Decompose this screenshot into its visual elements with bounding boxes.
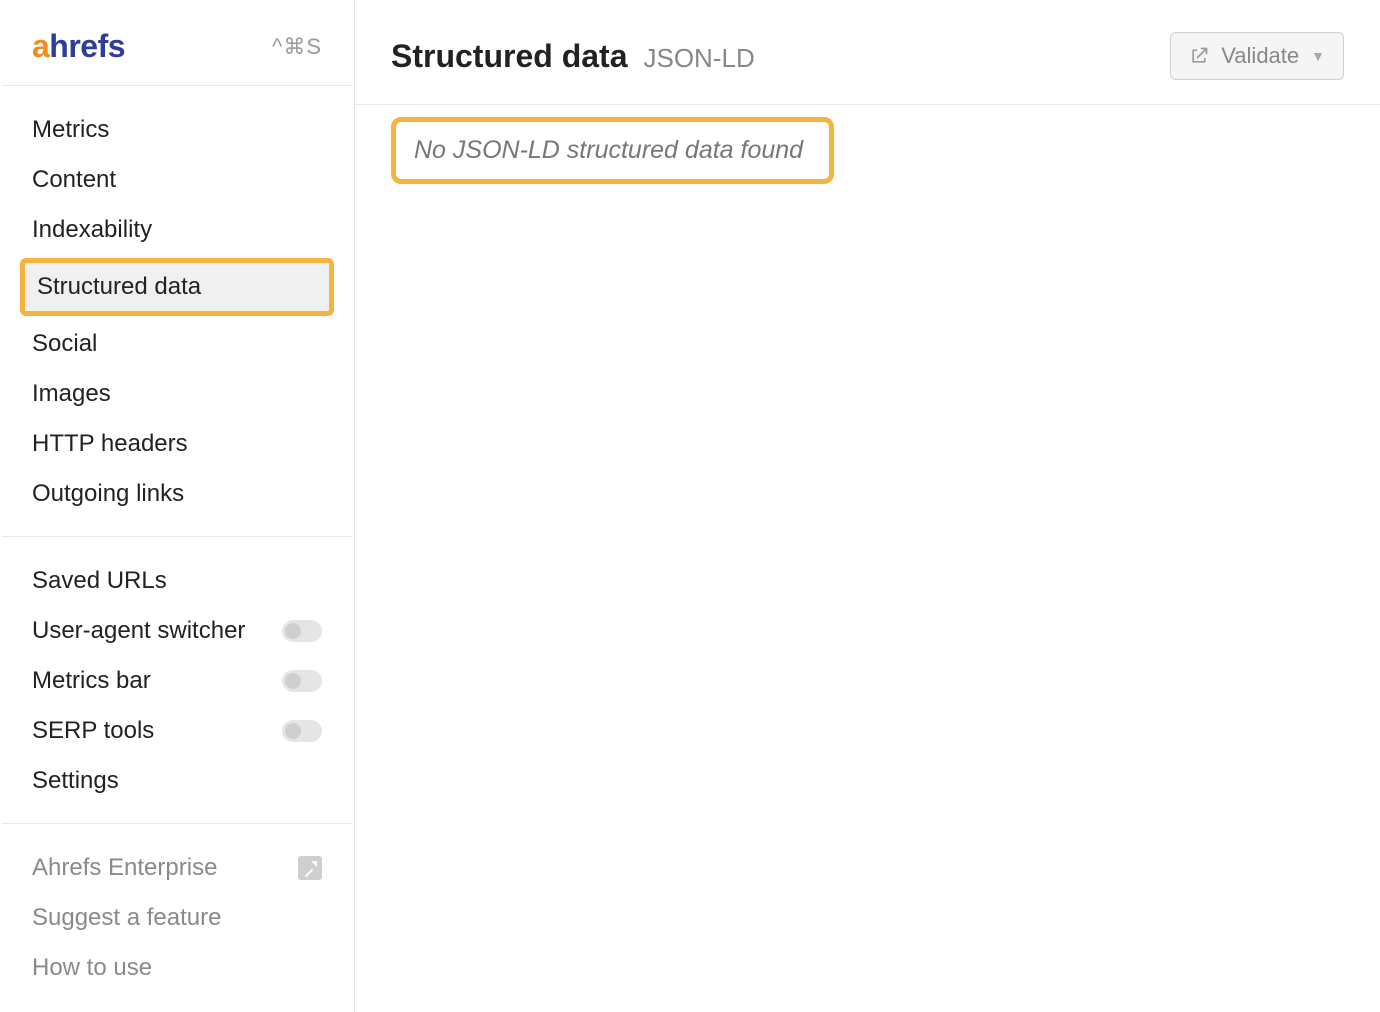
- empty-state-message: No JSON-LD structured data found: [391, 117, 834, 184]
- sidebar-item-images[interactable]: Images: [2, 370, 352, 418]
- toggle-serp-tools[interactable]: [282, 720, 322, 742]
- logo[interactable]: ahrefs: [32, 28, 125, 65]
- nav-section-tools: Saved URLs User-agent switcher Metrics b…: [2, 537, 352, 824]
- page-subtitle: JSON-LD: [643, 43, 754, 74]
- sidebar-item-outgoing-links[interactable]: Outgoing links: [2, 470, 352, 518]
- sidebar-item-ahrefs-enterprise[interactable]: Ahrefs Enterprise: [2, 844, 352, 892]
- sidebar-item-metrics-bar[interactable]: Metrics bar: [2, 657, 352, 705]
- sidebar-item-structured-data[interactable]: Structured data: [20, 258, 334, 316]
- sidebar-item-metrics[interactable]: Metrics: [2, 106, 352, 154]
- external-link-icon: [298, 856, 322, 880]
- nav-section-main: Metrics Content Indexability Structured …: [2, 86, 352, 537]
- main-title-group: Structured data JSON-LD: [391, 38, 755, 75]
- keyboard-shortcut: ^⌘S: [272, 34, 322, 60]
- chevron-down-icon: ▼: [1311, 48, 1325, 64]
- validate-button-label: Validate: [1221, 43, 1299, 69]
- toggle-metrics-bar[interactable]: [282, 670, 322, 692]
- sidebar-item-serp-tools[interactable]: SERP tools: [2, 707, 352, 755]
- sidebar-item-settings[interactable]: Settings: [2, 757, 352, 805]
- main-body: No JSON-LD structured data found: [355, 105, 1380, 196]
- sidebar-item-content[interactable]: Content: [2, 156, 352, 204]
- toggle-user-agent-switcher[interactable]: [282, 620, 322, 642]
- sidebar-item-saved-urls[interactable]: Saved URLs: [2, 557, 352, 605]
- logo-rest: hrefs: [49, 28, 125, 64]
- main-content: Structured data JSON-LD Validate ▼ No JS…: [355, 0, 1380, 1012]
- sidebar-item-social[interactable]: Social: [2, 320, 352, 368]
- sidebar-item-user-agent-switcher[interactable]: User-agent switcher: [2, 607, 352, 655]
- validate-button[interactable]: Validate ▼: [1170, 32, 1344, 80]
- app-layout: ahrefs ^⌘S Metrics Content Indexability …: [0, 0, 1380, 1012]
- sidebar-item-http-headers[interactable]: HTTP headers: [2, 420, 352, 468]
- main-header: Structured data JSON-LD Validate ▼: [355, 0, 1380, 105]
- sidebar-item-how-to-use[interactable]: How to use: [2, 944, 352, 992]
- nav-section-footer: Ahrefs Enterprise Suggest a feature How …: [2, 824, 352, 1010]
- sidebar: ahrefs ^⌘S Metrics Content Indexability …: [0, 0, 355, 1012]
- sidebar-item-suggest-feature[interactable]: Suggest a feature: [2, 894, 352, 942]
- logo-first-letter: a: [32, 28, 49, 64]
- sidebar-item-indexability[interactable]: Indexability: [2, 206, 352, 254]
- page-title: Structured data: [391, 38, 627, 75]
- open-new-icon: [1189, 46, 1209, 66]
- sidebar-header: ahrefs ^⌘S: [2, 28, 352, 86]
